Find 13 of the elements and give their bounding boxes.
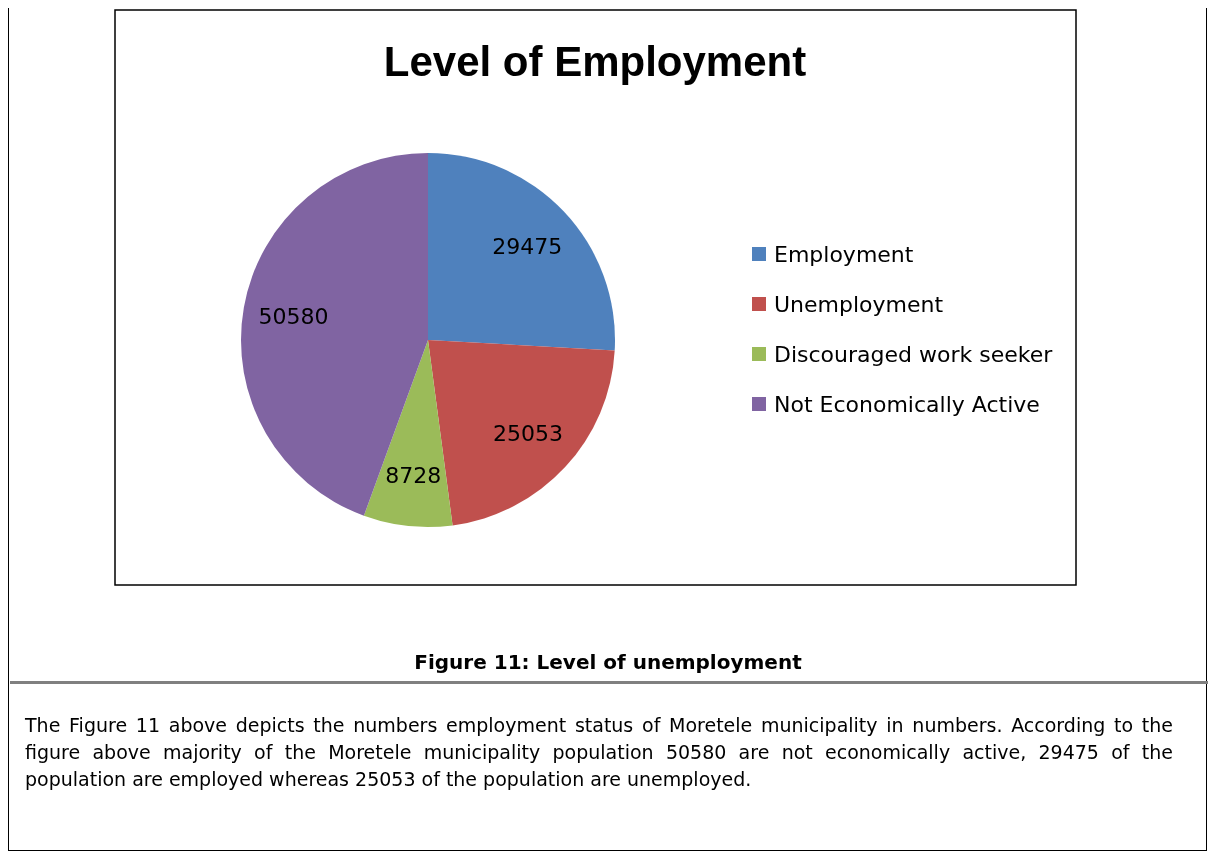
text: The Figure 11 above depicts the numbers employment status of Moretele municipality in numbers. According to the figure above majority of the Moretele municipality population 50580 are not economically active, 29475 of the population are employed whereas 25053 of the population are unemployed. <box>25 713 1173 792</box>
data-label: 8728 <box>385 463 442 489</box>
legend-label: Employment <box>774 241 914 267</box>
legend-label: Unemployment <box>774 291 944 317</box>
legend-label: Discouraged work seeker <box>774 341 1054 367</box>
data-label: 25053 <box>493 420 564 446</box>
pie-slice <box>363 340 453 527</box>
data-label: 29475 <box>492 233 563 259</box>
data-label: 50580 <box>258 303 329 329</box>
pie-slice <box>428 153 615 351</box>
legend-label: Not Economically Active <box>774 391 1040 417</box>
chart-title: Level of Employment <box>383 38 807 85</box>
caption: Figure 11: Level of unemployment <box>413 650 803 674</box>
